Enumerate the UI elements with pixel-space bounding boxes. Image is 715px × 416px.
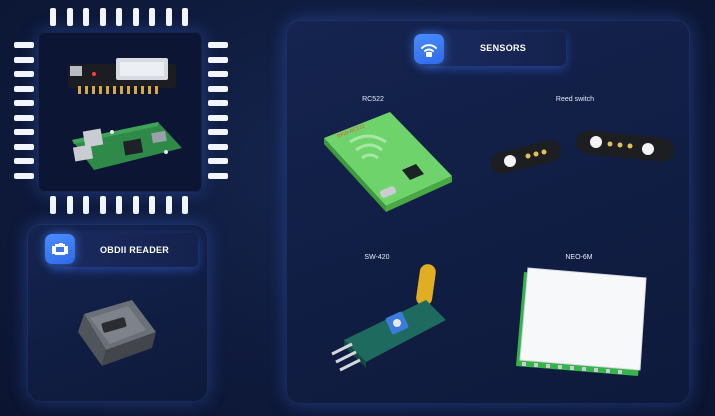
sw420-module-image: [331, 264, 446, 372]
chip-pin: [83, 8, 89, 26]
chip-pin: [14, 85, 34, 92]
sensor-label-neo6m: NEO-6M: [565, 254, 593, 261]
obd-title: OBDII READER: [100, 245, 170, 255]
chip-pin: [14, 71, 34, 77]
chip-pin: [208, 114, 228, 121]
chip-pin: [14, 143, 34, 150]
chip-pin: [165, 196, 172, 214]
chip-pin: [14, 114, 34, 121]
sensors-title: SENSORS: [480, 43, 527, 53]
sensors-header-bar: [420, 32, 566, 66]
chip-pin: [14, 172, 34, 179]
chip-pin: [83, 196, 89, 214]
chip-pin: [14, 42, 34, 48]
reed-switch-image: [490, 130, 674, 175]
chip-pin: [208, 158, 228, 164]
chip-pin: [208, 172, 228, 179]
sensor-label-rc522: RC522: [362, 96, 384, 103]
chip-pin: [50, 8, 56, 26]
chip-pin: [149, 8, 155, 26]
chip-pin: [208, 100, 228, 106]
esp32-board-image: [68, 58, 176, 94]
chip-pin: [208, 129, 228, 135]
chip-pin: [208, 42, 228, 48]
chip-pin: [14, 100, 34, 106]
chip-pin: [14, 129, 34, 135]
sensor-label-reed-switch: Reed switch: [555, 96, 595, 103]
obd-reader-image: [78, 300, 156, 366]
chip-pin: [66, 8, 73, 26]
chip-pin: [165, 8, 172, 26]
chip-pin: [116, 196, 122, 214]
chip-pin: [99, 8, 106, 26]
engine-icon: [45, 234, 75, 264]
raspberry-pi-image: [72, 122, 182, 170]
chip-pin: [208, 71, 228, 77]
chip-pin: [66, 196, 73, 214]
chip-pin: [50, 196, 56, 214]
chip-pin: [14, 158, 34, 164]
chip-pin: [208, 85, 228, 92]
chip-pin: [149, 196, 155, 214]
chip-pin: [14, 56, 34, 63]
chip-pin: [182, 196, 188, 214]
chip-pin: [208, 56, 228, 63]
rc522-module-image: RFID-RC522: [324, 112, 452, 212]
chip-pin: [99, 196, 106, 214]
chip-pin: [132, 196, 139, 214]
neo6m-module-image: [516, 267, 647, 376]
wireless-signal-icon: [414, 34, 444, 64]
chip-pin: [132, 8, 139, 26]
sensor-label-sw420: SW-420: [364, 254, 390, 261]
chip-pin: [208, 143, 228, 150]
chip-pin: [182, 8, 188, 26]
chip-pin: [116, 8, 122, 26]
